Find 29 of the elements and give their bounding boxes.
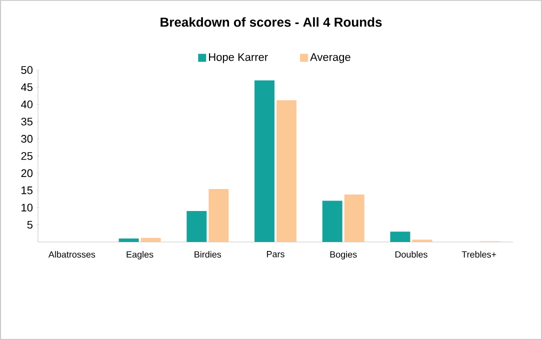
bar [390,232,410,242]
y-tick-label: 35 [21,118,32,126]
bar [140,238,161,242]
x-tick-label: Bogies [330,251,357,260]
bar [344,194,364,242]
y-tick-label: 5 [27,220,33,229]
bar [186,211,207,242]
y-tick-label: 25 [21,152,32,160]
y-tick-label: 30 [21,134,33,143]
y-tick-label: 40 [20,100,33,108]
y-tick-label: 45 [20,83,32,92]
chart-title: Breakdown of scores - All 4 Rounds [160,17,382,27]
legend-label: Average [310,53,350,64]
bar [276,100,296,242]
legend-label: Hope Karrer [209,53,268,64]
x-tick-label: Eagles [126,251,154,260]
x-tick-label: Birdies [194,251,222,258]
y-tick-label: 50 [21,66,33,74]
x-tick-label: Trebles+ [462,251,496,258]
x-tick-label: Doubles [395,251,428,258]
bar [208,189,229,242]
x-tick-label: Albatrosses [48,251,96,258]
x-tick-label: Pars [266,251,284,258]
bar [322,200,342,242]
y-tick-label: 20 [21,169,33,178]
bar [254,80,274,242]
bar [118,238,139,242]
y-tick-label: 10 [22,204,33,212]
y-tick-label: 15 [22,186,32,194]
